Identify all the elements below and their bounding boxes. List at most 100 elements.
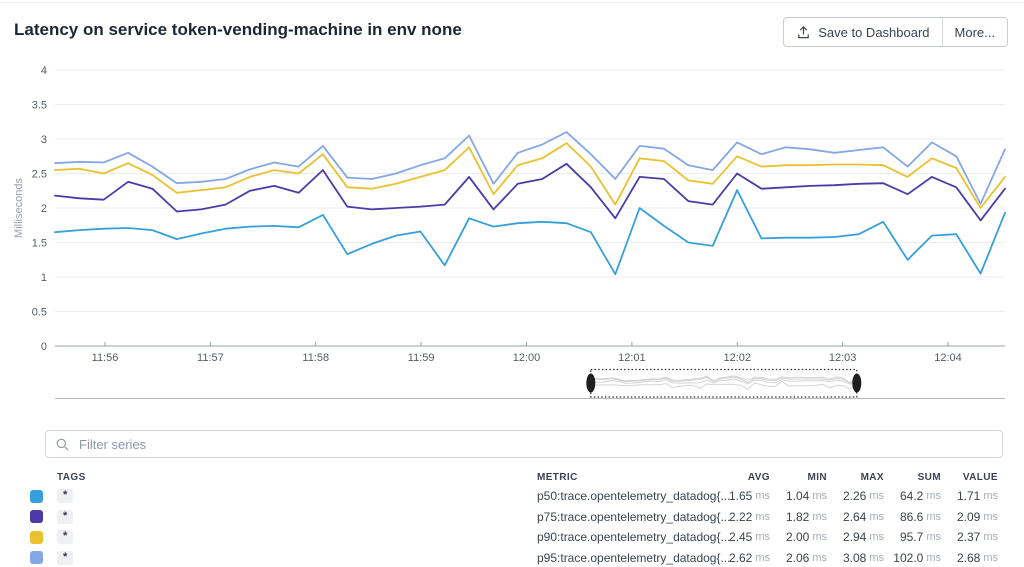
header-max: MAX bbox=[860, 471, 884, 483]
min-cell: 2.00 ms bbox=[770, 527, 827, 548]
brush-handle-left[interactable] bbox=[586, 373, 596, 393]
avg-cell: 2.62 ms bbox=[700, 548, 770, 567]
series-swatch-p75[interactable] bbox=[30, 510, 43, 524]
series-row-p75[interactable]: * p75:trace.opentelemetry_datadog{... 2.22… bbox=[0, 507, 1024, 528]
tag-cell[interactable]: * bbox=[57, 548, 74, 567]
unit-label: ms bbox=[755, 510, 770, 523]
avg-number: 2.62 bbox=[728, 550, 753, 565]
header-metric: METRIC bbox=[537, 471, 578, 483]
unit-label: ms bbox=[983, 490, 998, 503]
top-divider bbox=[0, 2, 1024, 3]
brush-handle-right[interactable] bbox=[852, 373, 862, 393]
value-cell: 1.71 ms bbox=[941, 486, 998, 507]
unit-label: ms bbox=[812, 531, 827, 544]
max-cell: 3.08 ms bbox=[827, 548, 884, 567]
unit-label: ms bbox=[812, 510, 827, 523]
avg-number: 2.22 bbox=[728, 509, 753, 524]
unit-label: ms bbox=[869, 531, 884, 544]
y-tick-label: 1.5 bbox=[32, 238, 47, 250]
latency-chart[interactable]: 0 0.5 1 1.5 2 2.5 3 3.5 4 Milliseconds 11:56 11:57 1… bbox=[0, 0, 1024, 420]
x-tick-label: 12:04 bbox=[934, 352, 962, 364]
sum-number: 64.2 bbox=[899, 489, 924, 504]
save-to-dashboard-label: Save to Dashboard bbox=[818, 24, 930, 40]
metric-name: p50:trace.opentelemetry_datadog{... bbox=[537, 489, 731, 504]
min-number: 1.04 bbox=[785, 489, 810, 504]
filter-series-box bbox=[45, 430, 1003, 458]
unit-label: ms bbox=[812, 490, 827, 503]
y-axis-label: Milliseconds bbox=[13, 178, 25, 238]
series-row-p90[interactable]: * p90:trace.opentelemetry_datadog{... 2.45… bbox=[0, 527, 1024, 548]
metric-cell: p50:trace.opentelemetry_datadog{... bbox=[537, 486, 730, 507]
metric-cell: p95:trace.opentelemetry_datadog{... bbox=[537, 548, 730, 567]
x-tick-label: 11:56 bbox=[92, 352, 119, 364]
y-tick-label: 3.5 bbox=[32, 100, 47, 112]
header-sum: SUM bbox=[917, 471, 941, 483]
unit-label: ms bbox=[755, 490, 770, 503]
sum-number: 95.7 bbox=[899, 530, 924, 545]
tag-cell[interactable]: * bbox=[57, 507, 74, 528]
x-tick-label: 12:02 bbox=[723, 352, 751, 364]
unit-label: ms bbox=[869, 510, 884, 523]
max-number: 2.26 bbox=[842, 489, 867, 504]
min-cell: 1.04 ms bbox=[770, 486, 827, 507]
metric-name: p95:trace.opentelemetry_datadog{... bbox=[537, 550, 731, 565]
value-number: 2.37 bbox=[956, 530, 981, 545]
page-title: Latency on service token-vending-machine… bbox=[14, 20, 462, 39]
y-tick-label: 2.5 bbox=[32, 169, 47, 181]
tag-badge[interactable]: * bbox=[57, 489, 74, 504]
x-tick-label: 11:58 bbox=[302, 352, 329, 364]
save-to-dashboard-button[interactable]: Save to Dashboard bbox=[784, 18, 943, 46]
filter-series-input[interactable] bbox=[77, 435, 993, 453]
sum-cell: 64.2 ms bbox=[884, 486, 941, 507]
brush-selection[interactable] bbox=[590, 368, 858, 398]
series-line-p50 bbox=[54, 189, 1006, 276]
unit-label: ms bbox=[983, 510, 998, 523]
avg-cell: 1.65 ms bbox=[700, 486, 770, 507]
value-number: 2.09 bbox=[956, 509, 981, 524]
unit-label: ms bbox=[926, 531, 941, 544]
x-tick-label: 12:01 bbox=[618, 352, 646, 364]
series-line-p75 bbox=[54, 162, 1006, 222]
series-table-header: TAGS METRIC AVG MIN MAX SUM VALUE bbox=[0, 468, 1024, 486]
series-swatch-p90[interactable] bbox=[30, 530, 43, 544]
header-actions: Save to Dashboard More... bbox=[783, 17, 1008, 47]
value-cell: 2.37 ms bbox=[941, 527, 998, 548]
series-swatch-p95[interactable] bbox=[30, 551, 43, 565]
tag-badge[interactable]: * bbox=[57, 509, 74, 524]
series-table: TAGS METRIC AVG MIN MAX SUM VALUE * p50:t… bbox=[0, 468, 1024, 567]
tag-badge[interactable]: * bbox=[57, 550, 74, 565]
avg-number: 1.65 bbox=[728, 489, 753, 504]
tag-cell[interactable]: * bbox=[57, 486, 74, 507]
max-number: 2.94 bbox=[842, 530, 867, 545]
y-tick-label: 0.5 bbox=[32, 307, 47, 319]
sum-cell: 102.0 ms bbox=[884, 548, 941, 567]
y-tick-label: 0 bbox=[41, 341, 47, 353]
sum-number: 102.0 bbox=[893, 550, 924, 565]
series-row-p50[interactable]: * p50:trace.opentelemetry_datadog{... 1.65… bbox=[0, 486, 1024, 507]
max-number: 3.08 bbox=[842, 550, 867, 565]
x-tick-label: 11:59 bbox=[408, 352, 435, 364]
unit-label: ms bbox=[926, 551, 941, 564]
min-number: 2.06 bbox=[785, 550, 810, 565]
min-cell: 2.06 ms bbox=[770, 548, 827, 567]
tag-cell[interactable]: * bbox=[57, 527, 74, 548]
series-swatch-p50[interactable] bbox=[30, 489, 43, 503]
unit-label: ms bbox=[869, 490, 884, 503]
min-cell: 1.82 ms bbox=[770, 507, 827, 528]
more-button[interactable]: More... bbox=[942, 18, 1007, 46]
x-tick-label: 12:03 bbox=[829, 352, 857, 364]
y-tick-label: 3 bbox=[41, 134, 47, 146]
header-tags: TAGS bbox=[57, 471, 86, 483]
metric-name: p75:trace.opentelemetry_datadog{... bbox=[537, 509, 731, 524]
series-line-p95 bbox=[54, 131, 1006, 205]
series-row-p95[interactable]: * p95:trace.opentelemetry_datadog{... 2.62… bbox=[0, 548, 1024, 567]
header-value: VALUE bbox=[962, 471, 998, 483]
avg-cell: 2.22 ms bbox=[700, 507, 770, 528]
unit-label: ms bbox=[812, 551, 827, 564]
unit-label: ms bbox=[926, 510, 941, 523]
value-number: 2.68 bbox=[956, 550, 981, 565]
x-tick-label: 12:00 bbox=[513, 352, 541, 364]
tag-badge[interactable]: * bbox=[57, 530, 74, 545]
unit-label: ms bbox=[755, 551, 770, 564]
